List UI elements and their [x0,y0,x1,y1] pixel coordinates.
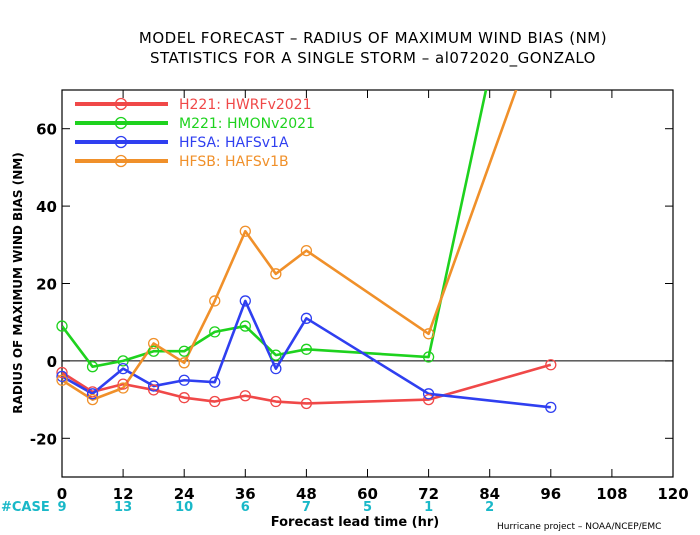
case-count: 7 [302,500,311,515]
data-point [270,395,282,408]
x-tick-label: 84 [479,485,500,503]
legend-marker [114,135,128,149]
data-point [300,312,313,324]
data-point [300,343,313,355]
data-point [422,328,435,340]
data-point [300,397,313,410]
data-point [56,320,68,332]
data-point [117,355,129,367]
data-point [239,225,251,237]
legend-entry-hfsa-hafsv1a: HFSA: HAFSv1A [179,135,289,151]
data-point [209,295,221,307]
x-tick-label: 72 [418,485,439,503]
data-point [86,393,99,406]
legend-entry-h221-hwrfv2021: H221: HWRFv2021 [179,97,311,113]
case-count: 2 [485,500,494,515]
data-point [239,390,251,402]
y-tick-label: 0 [47,353,57,371]
series-line-hfsb-hafsv1b [62,90,518,401]
data-point [56,374,68,386]
data-point [147,337,160,350]
data-point [117,378,129,390]
x-tick-label: 48 [296,485,317,503]
data-point [147,384,160,396]
legend: H221: HWRFv2021 M221: HMONv2021 HFSA: HAFS… [75,97,315,170]
data-point [209,326,221,338]
series-points [56,225,557,413]
y-tick-label: 40 [36,198,57,216]
x-axis-ticks: 0 12 24 36 48 60 72 84 96 108 120 [57,90,689,503]
data-point [117,382,129,394]
y-axis-ticks: -20 0 20 40 60 [30,121,673,448]
x-tick-label: 12 [113,485,134,503]
data-point [300,244,313,257]
y-axis-label: RADIUS OF MAXIMUM WIND BIAS (NM) [11,152,25,413]
data-point [147,380,160,392]
data-point [209,376,221,388]
legend-entry-hfsb-hafsv1b: HFSB: HAFSv1B [179,154,289,170]
data-point [56,366,68,379]
y-tick-label: -20 [30,430,57,448]
data-point [86,361,99,373]
case-count: 6 [241,500,250,515]
chart-subtitle: STATISTICS FOR A SINGLE STORM – al072020… [150,49,596,68]
plot-frame [61,89,674,478]
x-tick-label: 120 [657,485,688,503]
data-point [422,388,435,400]
data-point [545,401,557,413]
data-point [86,388,99,400]
case-count: 1 [424,500,433,515]
legend-entry-m221-hmonv2021: M221: HMONv2021 [179,116,315,132]
case-count: 5 [363,500,372,515]
data-point [239,295,251,307]
series-line-hfsa-hafsv1a [62,299,551,409]
x-tick-label: 24 [174,485,195,503]
case-count-label: #CASE [1,500,50,515]
data-point [178,357,190,369]
case-counts: 9 13 10 6 7 5 1 2 [57,500,494,515]
y-tick-label: 60 [36,121,57,139]
x-tick-label: 36 [235,485,256,503]
chart-title: MODEL FORECAST – RADIUS OF MAXIMUM WIND … [139,29,607,47]
data-point [270,362,282,375]
legend-marker [114,154,128,168]
data-point [545,359,557,371]
data-point [270,349,282,361]
legend-marker [114,97,128,111]
data-point [178,345,190,357]
x-tick-label: 60 [357,485,378,503]
data-point [178,374,190,386]
data-point [270,268,282,280]
data-point [422,393,435,406]
series-line-m221-hmonv2021 [62,90,488,369]
data-point [178,392,190,404]
data-point [239,320,251,332]
series-lines [62,90,552,409]
legend-marker [114,116,128,130]
case-count: 10 [175,500,193,515]
case-count: 13 [114,500,132,515]
data-point [209,395,221,408]
x-tick-label: 108 [596,485,627,503]
x-tick-label: 0 [57,485,67,503]
series-line-h221-hwrfv2021 [62,363,552,405]
data-point [147,345,160,357]
data-point [56,370,68,383]
y-tick-label: 20 [36,276,57,294]
data-point [422,351,435,363]
x-tick-label: 96 [540,485,561,503]
data-point [117,362,129,375]
case-count: 9 [57,500,66,515]
credit-text: Hurricane project – NOAA/NCEP/EMC [497,522,661,532]
x-axis-label: Forecast lead time (hr) [271,515,439,530]
